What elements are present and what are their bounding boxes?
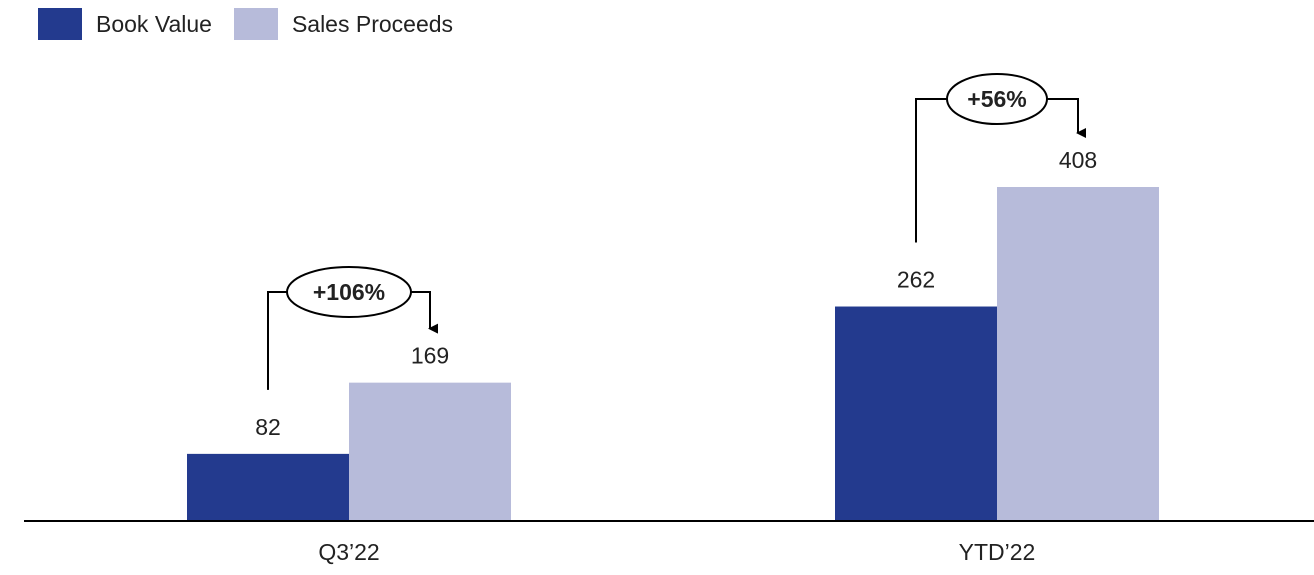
bar-book-value-1 [835,306,997,521]
legend-swatch-book-value [38,8,82,40]
data-label-book-value-1: 262 [897,267,935,293]
data-label-sales-proceeds-1: 408 [1059,147,1097,173]
growth-annotation-1: +56% [967,86,1026,112]
bar-book-value-0 [187,453,349,521]
growth-annotation-0: +106% [313,279,385,305]
legend-swatch-sales-proceeds [233,8,278,40]
bar-sales-proceeds-1 [997,187,1159,521]
data-label-sales-proceeds-0: 169 [411,343,449,369]
legend-label-book-value: Book Value [96,10,212,37]
legend-item-sales-proceeds: Sales Proceeds [233,8,454,40]
growth-bubble-1 [946,73,1048,125]
x-tick-label-0: Q3’22 [318,539,379,565]
bar-sales-proceeds-0 [349,382,511,521]
legend-item-book-value: Book Value [38,8,212,40]
x-tick-label-1: YTD’22 [959,539,1036,565]
legend: Book Value Sales Proceeds [38,8,475,40]
data-label-book-value-0: 82 [255,414,281,440]
legend-label-sales-proceeds: Sales Proceeds [291,10,454,37]
growth-bubble-0 [286,266,412,318]
